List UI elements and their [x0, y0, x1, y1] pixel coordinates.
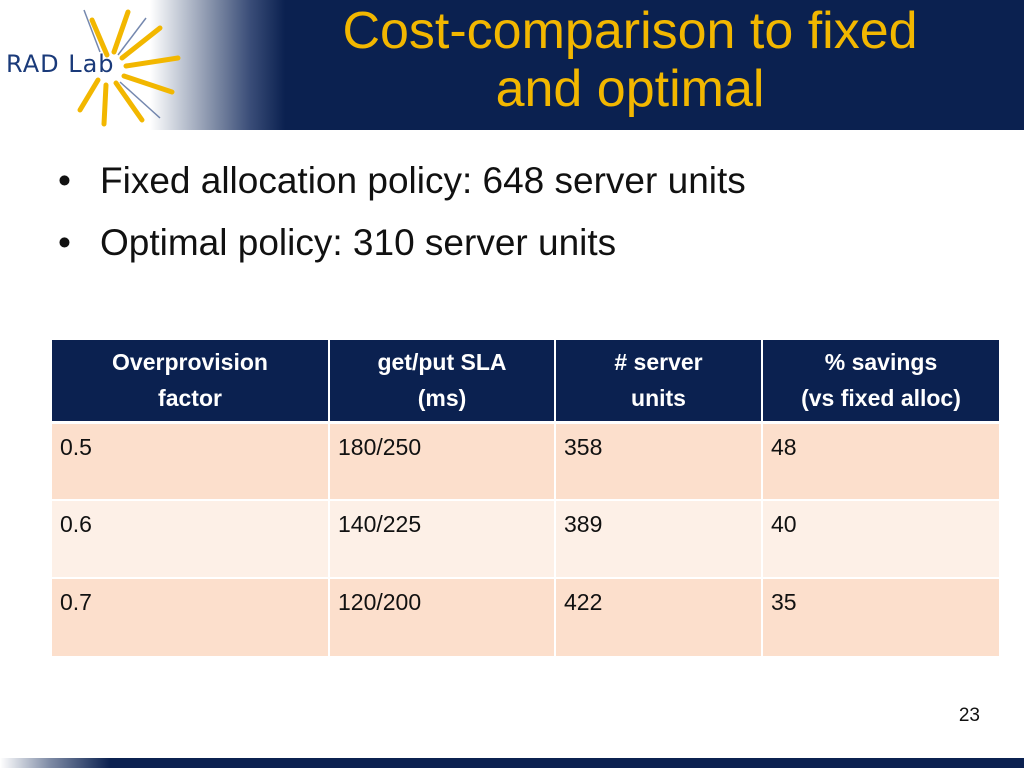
table-cell: 180/250	[328, 421, 555, 500]
table-cell: 422	[554, 577, 762, 656]
slide-footer-bar	[0, 758, 1024, 768]
header-overprovision: Overprovision factor	[52, 340, 329, 424]
table-cell: 35	[761, 577, 999, 656]
rad-lab-logo: RAD Lab	[0, 0, 210, 130]
table-row: 0.5 180/250 358 48	[52, 421, 999, 500]
table-cell: 40	[761, 499, 999, 578]
bullet-text: Optimal policy: 310 server units	[100, 222, 617, 263]
table-cell: 120/200	[328, 577, 555, 656]
slide-header: RAD Lab Cost-comparison to fixed and opt…	[0, 0, 1024, 130]
bullet-item: • Fixed allocation policy: 648 server un…	[58, 160, 998, 222]
table-row: 0.6 140/225 389 40	[52, 499, 999, 578]
table-cell: 0.5	[52, 421, 329, 500]
header-savings: % savings (vs fixed alloc)	[761, 340, 999, 424]
table-cell: 0.7	[52, 577, 329, 656]
bullet-item: • Optimal policy: 310 server units	[58, 222, 998, 284]
bullet-dot-icon: •	[58, 222, 71, 263]
slide-title: Cost-comparison to fixed and optimal	[240, 2, 1020, 118]
table-cell: 389	[554, 499, 762, 578]
header-server-units: # server units	[554, 340, 762, 424]
cost-comparison-table: Overprovision factor get/put SLA (ms) # se…	[52, 340, 999, 656]
sunburst-icon	[77, 9, 181, 127]
page-number: 23	[958, 705, 980, 726]
table-cell: 140/225	[328, 499, 555, 578]
table-cell: 358	[554, 421, 762, 500]
title-line-2: and optimal	[495, 60, 765, 118]
table-cell: 0.6	[52, 499, 329, 578]
table-header-row: Overprovision factor get/put SLA (ms) # se…	[52, 340, 999, 424]
table-cell: 48	[761, 421, 999, 500]
bullet-text: Fixed allocation policy: 648 server unit…	[100, 160, 746, 201]
logo-text: RAD Lab	[6, 50, 115, 78]
title-line-1: Cost-comparison to fixed	[342, 2, 918, 60]
bullet-list: • Fixed allocation policy: 648 server un…	[58, 160, 998, 284]
bullet-dot-icon: •	[58, 160, 71, 201]
header-sla: get/put SLA (ms)	[328, 340, 555, 424]
table-row: 0.7 120/200 422 35	[52, 577, 999, 656]
